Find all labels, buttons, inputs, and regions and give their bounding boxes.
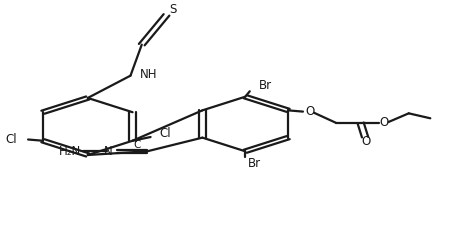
Text: Cl: Cl: [6, 133, 17, 146]
Text: Br: Br: [248, 157, 261, 170]
Text: NH: NH: [140, 68, 157, 81]
Text: S: S: [169, 3, 176, 16]
Text: Cl: Cl: [160, 127, 171, 140]
Text: Br: Br: [259, 79, 272, 92]
Text: C: C: [133, 140, 141, 150]
Text: H₂N: H₂N: [58, 145, 81, 158]
Text: N: N: [104, 145, 113, 158]
Text: O: O: [305, 105, 315, 118]
Text: O: O: [362, 135, 371, 148]
Text: O: O: [379, 116, 389, 129]
